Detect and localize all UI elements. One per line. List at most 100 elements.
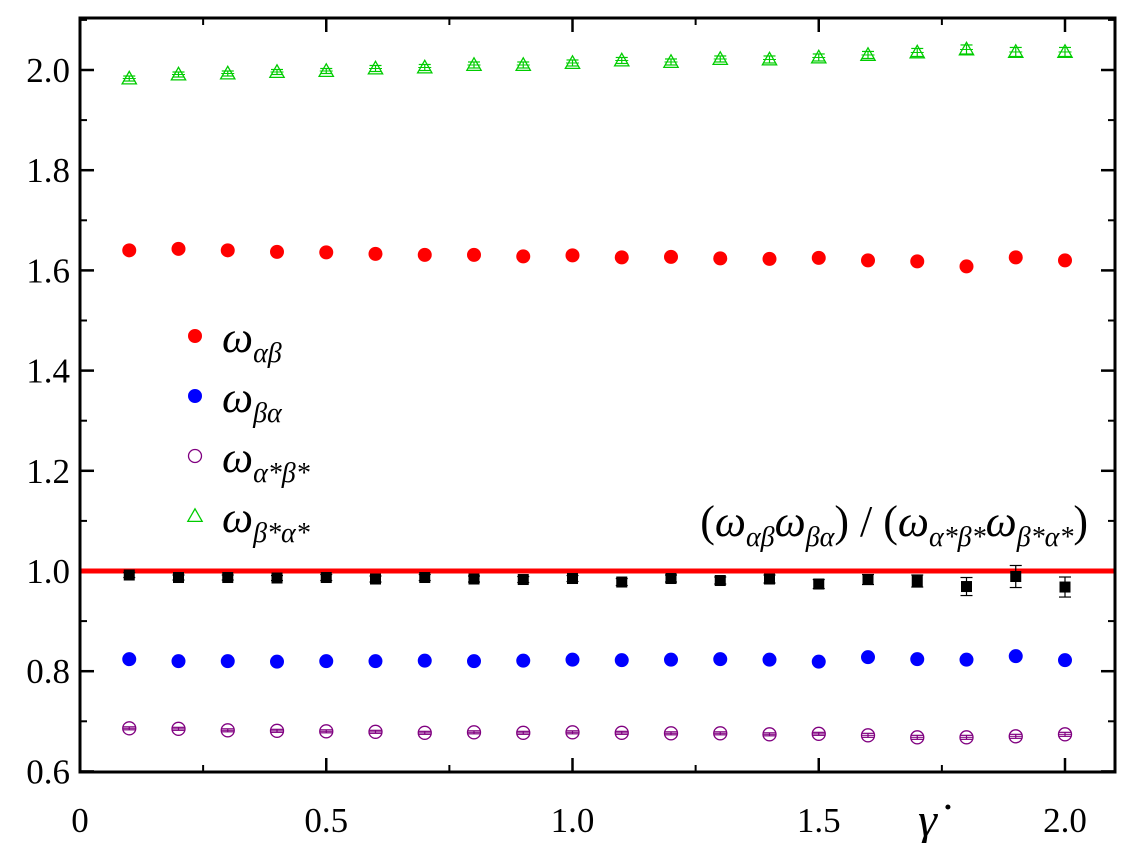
data-point	[664, 249, 678, 264]
data-point	[714, 575, 726, 587]
data-point	[614, 250, 629, 265]
ratio-annotation-text: (ωαβωβα) / (ωα*β*ωβ*α*)	[700, 497, 1088, 553]
y-tick-label: 1.0	[26, 552, 70, 591]
data-point	[219, 65, 237, 80]
data-point	[761, 51, 778, 66]
data-point	[417, 247, 432, 262]
data-point	[368, 246, 383, 261]
data-point	[1008, 729, 1023, 744]
data-point	[419, 572, 431, 584]
data-point	[367, 60, 384, 75]
data-point	[368, 724, 383, 739]
y-tick-label: 1.6	[26, 251, 70, 290]
data-point	[862, 574, 874, 586]
data-point	[123, 569, 135, 581]
data-point	[711, 50, 729, 65]
data-point	[368, 654, 383, 669]
data-point	[762, 251, 777, 266]
data-point	[567, 573, 578, 585]
data-point	[810, 49, 828, 64]
data-point	[120, 70, 138, 85]
data-point	[465, 56, 483, 72]
data-point	[959, 730, 974, 745]
plot-frame	[78, 16, 1117, 774]
data-point	[370, 573, 381, 585]
data-point	[467, 654, 481, 669]
data-point	[859, 46, 877, 61]
y-tick-label: 1.4	[26, 352, 70, 391]
data-point	[466, 725, 482, 740]
data-point	[1059, 581, 1071, 593]
y-tick-label: 2.0	[26, 51, 70, 90]
data-point	[517, 574, 529, 586]
data-point	[468, 573, 480, 585]
data-point	[614, 725, 629, 740]
data-point	[268, 63, 286, 79]
y-tick-label: 1.2	[26, 452, 70, 491]
data-point	[613, 52, 631, 67]
data-point	[762, 727, 777, 742]
ratio-annotation: (ωαβωβα) / (ωα*β*ωβ*α*)	[700, 497, 1088, 553]
data-marks	[120, 40, 1074, 745]
tick-labels: 0 0.5 1.0 1.5 2.0 0.6 0.8 1.0 1.2 1.4 1.6 1.8 2.0	[26, 51, 1087, 840]
data-point	[417, 725, 432, 740]
data-point	[565, 248, 580, 263]
legend-marker	[188, 329, 202, 343]
legend-marker	[187, 448, 203, 464]
data-point	[220, 243, 235, 258]
data-point	[961, 581, 972, 593]
data-point	[861, 650, 875, 665]
legend-marker	[188, 389, 202, 403]
data-point	[514, 56, 532, 72]
data-point	[417, 653, 432, 668]
data-point	[614, 653, 629, 668]
data-point	[665, 573, 677, 585]
data-point	[959, 652, 974, 667]
data-point	[516, 653, 531, 668]
data-point	[811, 726, 826, 741]
data-point	[713, 726, 728, 741]
data-point	[1007, 43, 1025, 58]
series-4	[123, 564, 1071, 598]
data-point	[222, 572, 234, 584]
x-tick-label: 0	[71, 801, 89, 840]
data-point	[320, 572, 332, 584]
data-point	[317, 62, 335, 78]
legend-label: ωβ*α*	[222, 493, 310, 549]
data-point	[1058, 653, 1072, 668]
data-point	[1056, 43, 1074, 58]
data-point	[664, 652, 678, 667]
series-3	[120, 40, 1074, 85]
legend-marker	[186, 507, 204, 523]
data-point	[911, 575, 923, 587]
y-tick-label: 1.8	[26, 151, 70, 190]
data-point	[271, 572, 283, 584]
data-point	[416, 59, 434, 74]
data-point	[813, 578, 825, 590]
data-point	[516, 249, 531, 264]
legend-label: ωα*β*	[222, 433, 310, 489]
data-point	[170, 66, 187, 81]
x-tick-label: 1.0	[551, 801, 595, 840]
data-point	[713, 652, 728, 667]
data-point	[269, 723, 285, 738]
data-point	[910, 652, 925, 667]
data-point	[662, 53, 680, 68]
x-axis-label-text: γ̇	[918, 794, 951, 843]
data-point	[1008, 250, 1023, 265]
data-point	[467, 247, 481, 262]
data-point	[565, 725, 580, 740]
y-tick-label: 0.8	[26, 652, 70, 691]
data-point	[564, 54, 581, 69]
y-tick-label: 0.6	[26, 752, 70, 791]
data-point	[1057, 727, 1073, 742]
data-point	[663, 726, 679, 741]
data-point	[319, 724, 334, 739]
series-2	[122, 721, 1073, 745]
data-point	[220, 723, 235, 738]
x-axis-label: γ̇	[918, 794, 951, 843]
data-point	[1010, 571, 1022, 583]
data-point	[565, 652, 580, 667]
